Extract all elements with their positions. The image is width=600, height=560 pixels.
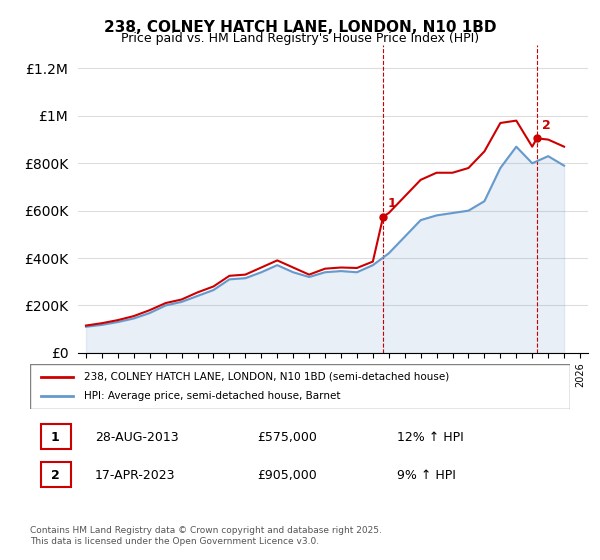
Text: 9% ↑ HPI: 9% ↑ HPI bbox=[397, 469, 456, 482]
FancyBboxPatch shape bbox=[41, 424, 71, 449]
Text: 2: 2 bbox=[51, 469, 60, 482]
Text: 28-AUG-2013: 28-AUG-2013 bbox=[95, 431, 178, 444]
Text: 238, COLNEY HATCH LANE, LONDON, N10 1BD (semi-detached house): 238, COLNEY HATCH LANE, LONDON, N10 1BD … bbox=[84, 371, 449, 381]
Text: 1: 1 bbox=[51, 431, 60, 444]
FancyBboxPatch shape bbox=[41, 462, 71, 487]
Text: 12% ↑ HPI: 12% ↑ HPI bbox=[397, 431, 464, 444]
Text: 17-APR-2023: 17-APR-2023 bbox=[95, 469, 175, 482]
FancyBboxPatch shape bbox=[30, 364, 570, 409]
Text: 238, COLNEY HATCH LANE, LONDON, N10 1BD: 238, COLNEY HATCH LANE, LONDON, N10 1BD bbox=[104, 20, 496, 35]
Text: 2: 2 bbox=[542, 119, 550, 132]
Text: £905,000: £905,000 bbox=[257, 469, 317, 482]
Text: HPI: Average price, semi-detached house, Barnet: HPI: Average price, semi-detached house,… bbox=[84, 391, 341, 402]
Text: Price paid vs. HM Land Registry's House Price Index (HPI): Price paid vs. HM Land Registry's House … bbox=[121, 32, 479, 45]
Text: 1: 1 bbox=[388, 197, 397, 210]
Text: £575,000: £575,000 bbox=[257, 431, 317, 444]
Text: Contains HM Land Registry data © Crown copyright and database right 2025.
This d: Contains HM Land Registry data © Crown c… bbox=[30, 526, 382, 546]
